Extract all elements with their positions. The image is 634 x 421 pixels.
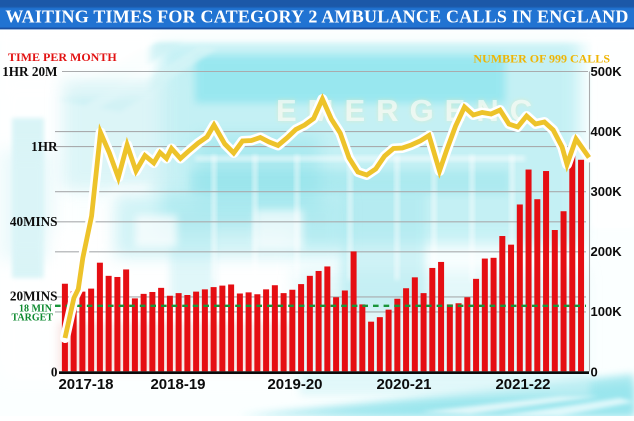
svg-text:TIME PER MONTH: TIME PER MONTH [8,50,117,64]
svg-text:2017-18: 2017-18 [58,376,113,393]
svg-text:NUMBER OF 999 CALLS: NUMBER OF 999 CALLS [473,52,610,66]
svg-text:100K: 100K [591,304,623,319]
svg-text:1HR: 1HR [31,139,58,154]
svg-text:18 MIN: 18 MIN [19,304,53,315]
svg-text:1HR 20M: 1HR 20M [2,64,58,79]
svg-text:TARGET: TARGET [12,313,54,324]
svg-text:400K: 400K [591,124,623,139]
svg-text:40MINS: 40MINS [10,214,58,229]
svg-text:500K: 500K [591,64,623,79]
svg-text:2018-19: 2018-19 [150,376,205,393]
svg-text:20MINS: 20MINS [10,288,58,303]
svg-text:2020-21: 2020-21 [376,376,431,393]
svg-text:2019-20: 2019-20 [267,376,322,393]
svg-text:2021-22: 2021-22 [495,376,550,393]
svg-text:0: 0 [591,364,598,379]
svg-text:0: 0 [51,364,58,379]
svg-text:300K: 300K [591,184,623,199]
svg-text:WAITING TIMES FOR CATEGORY 2 A: WAITING TIMES FOR CATEGORY 2 AMBULANCE C… [5,7,628,27]
svg-text:200K: 200K [591,244,623,259]
